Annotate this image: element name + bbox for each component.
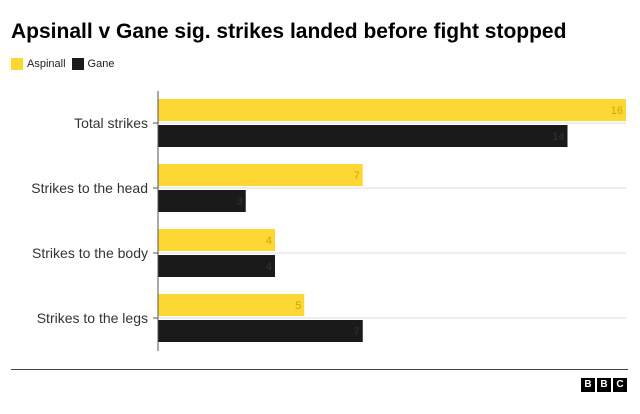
legend-label-gane: Gane bbox=[87, 58, 115, 70]
category-label-strikes-to-the-body: Strikes to the body bbox=[32, 245, 148, 261]
bbc-logo: B B C bbox=[579, 378, 627, 392]
legend-item-gane: Gane bbox=[71, 58, 115, 70]
value-label-aspinall-strikes-to-the-legs: 5 bbox=[295, 300, 301, 312]
bbc-logo-letter-3: C bbox=[613, 378, 627, 392]
bar-aspinall-strikes-to-the-head bbox=[158, 164, 363, 186]
bar-gane-total-strikes bbox=[158, 125, 568, 147]
category-label-strikes-to-the-legs: Strikes to the legs bbox=[37, 310, 148, 326]
footer-divider bbox=[11, 369, 628, 370]
bar-aspinall-total-strikes bbox=[158, 99, 626, 121]
category-label-strikes-to-the-head: Strikes to the head bbox=[31, 180, 148, 196]
value-label-aspinall-total-strikes: 16 bbox=[611, 105, 623, 117]
legend-label-aspinall: Aspinall bbox=[27, 58, 66, 70]
value-label-aspinall-strikes-to-the-body: 4 bbox=[266, 235, 272, 247]
value-label-gane-strikes-to-the-body: 4 bbox=[266, 261, 272, 273]
legend-swatch-aspinall bbox=[11, 58, 23, 70]
bar-gane-strikes-to-the-body bbox=[158, 255, 275, 277]
bar-gane-strikes-to-the-head bbox=[158, 190, 246, 212]
bar-aspinall-strikes-to-the-legs bbox=[158, 294, 305, 316]
value-label-gane-strikes-to-the-legs: 7 bbox=[354, 326, 360, 338]
bar-gane-strikes-to-the-legs bbox=[158, 320, 363, 342]
value-label-gane-total-strikes: 14 bbox=[552, 131, 564, 143]
legend-item-aspinall: Aspinall bbox=[11, 58, 66, 70]
legend-swatch-gane bbox=[71, 58, 84, 70]
value-label-gane-strikes-to-the-head: 3 bbox=[237, 196, 243, 208]
bbc-logo-letter-1: B bbox=[581, 378, 595, 392]
chart-title: Apsinall v Gane sig. strikes landed befo… bbox=[11, 20, 567, 43]
legend: Aspinall Gane bbox=[11, 58, 120, 70]
bbc-logo-letter-2: B bbox=[597, 378, 611, 392]
bar-aspinall-strikes-to-the-body bbox=[158, 229, 275, 251]
category-label-total-strikes: Total strikes bbox=[74, 115, 148, 131]
value-label-aspinall-strikes-to-the-head: 7 bbox=[354, 170, 360, 182]
